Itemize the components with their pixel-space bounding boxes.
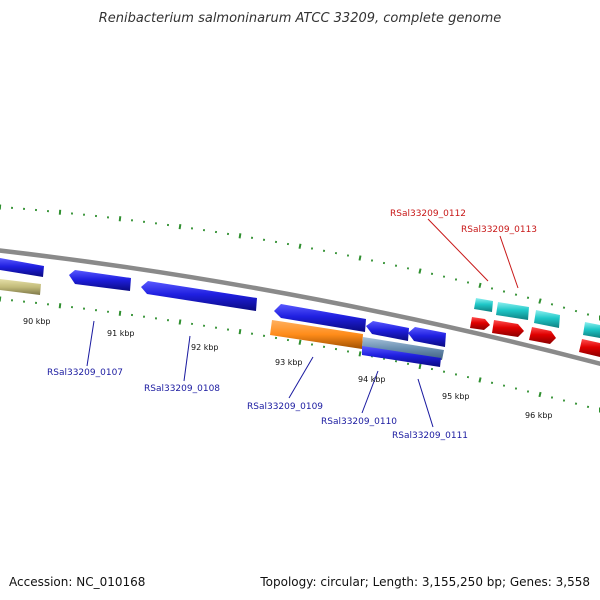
- reverse-cds-3: [529, 327, 556, 344]
- inner-tick-minor: [574, 402, 578, 405]
- gene-labels: RSal33209_0107 RSal33209_0108 RSal33209_…: [47, 209, 537, 441]
- scale-label: 91 kbp: [107, 329, 135, 338]
- gene-label-0112: RSal33209_0112: [390, 209, 466, 219]
- scale-label: 93 kbp: [275, 358, 303, 367]
- rna-feature-0112: [496, 302, 529, 320]
- features: [0, 258, 600, 367]
- scale-label: 94 kbp: [358, 375, 386, 384]
- forward-cds-0107: [69, 270, 131, 291]
- map-title: Renibacterium salmoninarum ATCC 33209, c…: [99, 11, 502, 26]
- gene-label-0108: RSal33209_0108: [144, 384, 220, 394]
- callout-line-0107: [86, 320, 95, 367]
- outer-tick-minor: [550, 303, 554, 306]
- outer-tick-major: [358, 255, 362, 261]
- feature-misc-left: [0, 279, 41, 295]
- scale-label: 90 kbp: [23, 317, 51, 326]
- inner-tick-major: [118, 310, 122, 316]
- gene-label-0110: RSal33209_0110: [321, 417, 397, 427]
- reverse-cds-0112: [470, 317, 490, 330]
- inner-tick-minor: [586, 405, 590, 409]
- outer-tick-minor: [526, 296, 530, 300]
- outer-tick-minor: [562, 306, 566, 309]
- inner-tick-marks: [0, 296, 600, 413]
- outer-tick-major: [178, 224, 182, 230]
- pseudogene-0109: [270, 320, 363, 349]
- outer-tick-minor: [514, 293, 518, 296]
- inner-tick-major: [538, 391, 542, 398]
- rna-feature-0113: [534, 310, 560, 328]
- inner-tick-major: [178, 319, 182, 325]
- scale-label: 95 kbp: [442, 392, 470, 401]
- forward-cds-0111: [408, 327, 446, 347]
- scale-labels: 90 kbp 91 kbp 92 kbp 93 kbp 94 kbp 95 kb…: [23, 317, 553, 420]
- forward-cds-left-edge: [0, 258, 44, 277]
- outer-tick-major: [238, 233, 242, 239]
- outer-tick-major: [478, 282, 482, 289]
- outer-tick-minor: [586, 313, 590, 316]
- inner-tick-major: [358, 351, 362, 357]
- inner-tick-major: [478, 377, 482, 383]
- genome-backbone: [0, 248, 600, 367]
- rna-feature-right-edge: [583, 322, 600, 338]
- outer-tick-major: [418, 268, 422, 274]
- callout-line-0110: [361, 370, 379, 414]
- reverse-cds-0113: [492, 320, 524, 337]
- repeat-region-0110: [362, 337, 444, 360]
- outer-tick-minor: [502, 290, 506, 293]
- inner-tick-major: [418, 363, 422, 370]
- outer-tick-major: [118, 216, 122, 222]
- gene-label-0107: RSal33209_0107: [47, 368, 123, 378]
- gene-callout-lines: [86, 218, 519, 428]
- callout-line-0111: [417, 378, 434, 428]
- inner-tick-major: [298, 339, 302, 345]
- gene-label-0113: RSal33209_0113: [461, 225, 537, 235]
- callout-line-0112: [427, 218, 489, 282]
- callout-line-0109: [288, 356, 314, 399]
- forward-cds-0108: [141, 281, 257, 311]
- outer-tick-major: [538, 298, 542, 304]
- accession-text: Accession: NC_010168: [9, 575, 145, 589]
- reverse-cds-right-edge: [579, 339, 600, 357]
- gene-label-0109: RSal33209_0109: [247, 402, 323, 412]
- outer-tick-marks: [0, 204, 600, 321]
- forward-cds-0111-lower: [362, 346, 441, 367]
- outer-tick-major: [298, 243, 302, 249]
- callout-line-0108: [183, 335, 191, 382]
- forward-cds-0109-upper: [274, 304, 366, 332]
- genome-summary-text: Topology: circular; Length: 3,155,250 bp…: [259, 575, 590, 589]
- rna-feature-1: [474, 298, 493, 312]
- scale-label: 92 kbp: [191, 343, 219, 352]
- inner-tick-major: [238, 329, 242, 335]
- scale-label: 96 kbp: [525, 411, 553, 420]
- outer-tick-minor: [574, 309, 578, 313]
- callout-line-0113: [499, 235, 519, 289]
- forward-cds-0110: [366, 321, 409, 341]
- inner-tick-major: [58, 303, 62, 309]
- gene-label-0111: RSal33209_0111: [392, 431, 468, 441]
